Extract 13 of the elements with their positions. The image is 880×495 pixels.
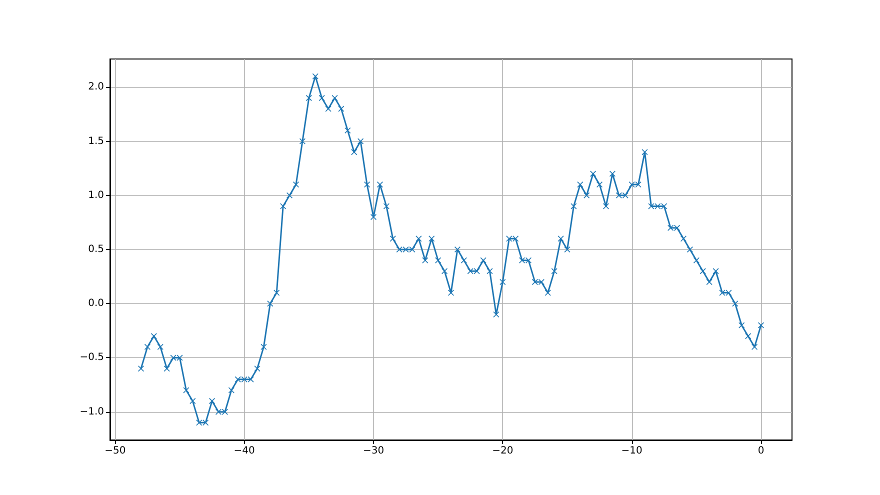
x-tick-label: −40	[234, 446, 255, 456]
y-tick-label: 1.0	[88, 190, 104, 201]
y-tick-label: 0.0	[88, 298, 104, 310]
y-tick-label: 1.5	[88, 136, 104, 147]
x-tick-label: 0	[758, 446, 764, 456]
x-tick-label: −20	[492, 446, 514, 456]
y-tick-label: 2.0	[88, 82, 104, 93]
x-tick-label: −50	[104, 446, 126, 456]
y-tick-label: 0.5	[88, 244, 104, 255]
x-tick-label: −10	[621, 446, 642, 456]
y-tick-label: −0.5	[80, 352, 104, 364]
x-tick-label: −30	[362, 446, 384, 456]
y-tick-label: −1.0	[80, 406, 104, 418]
